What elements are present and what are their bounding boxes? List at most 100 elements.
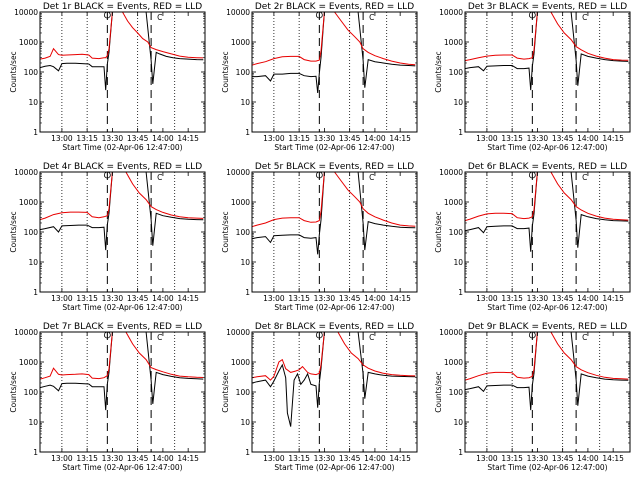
series-lld-line [40,12,204,60]
y-tick-label: 1000 [19,358,38,367]
x-tick-label: 13:00 [476,454,498,463]
x-axis-label: Start Time (02-Apr-06 12:47:00) [274,143,394,152]
y-tick-label: 1000 [231,198,250,207]
x-tick-label: 13:30 [102,454,124,463]
panel-title: Det 3r BLACK = Events, RED = LLD [468,2,627,12]
x-tick-label: 13:30 [314,294,336,303]
x-tick-label: 14:00 [152,294,174,303]
x-tick-label: 13:00 [51,454,73,463]
y-tick-label: 1 [33,288,38,297]
plot-frame [39,331,206,453]
x-axis-label: Start Time (02-Apr-06 12:47:00) [487,143,607,152]
x-tick-label: 14:00 [577,134,599,143]
y-tick-label: 10 [240,258,250,267]
series-events-line [40,12,204,91]
x-tick-label: 13:30 [527,134,549,143]
y-axis-label: Counts/sec [434,371,443,412]
y-axis-label: Counts/sec [434,51,443,92]
x-tick-label: 14:00 [577,454,599,463]
y-axis-label: Counts/sec [221,371,230,412]
y-tick-label: 10000 [14,328,38,337]
y-tick-label: 100 [24,68,39,77]
marker-label: C [369,333,374,342]
panel-title: Det 8r BLACK = Events, RED = LLD [255,322,414,332]
x-tick-label: 14:15 [177,454,199,463]
x-tick-label: 13:15 [76,134,98,143]
x-tick-label: 13:45 [127,294,149,303]
x-tick-label: 13:15 [501,294,523,303]
x-tick-label: 13:15 [501,134,523,143]
y-tick-label: 100 [449,228,464,237]
y-tick-label: 10 [28,258,38,267]
y-tick-label: 10 [28,418,38,427]
x-tick-label: 13:45 [552,294,574,303]
x-tick-label: 13:45 [339,294,361,303]
marker-label: C [582,333,587,342]
x-tick-label: 14:15 [389,454,411,463]
marker-label: C [582,13,587,22]
y-tick-label: 10 [453,98,463,107]
series-lld-line [252,172,416,228]
x-tick-label: 13:15 [501,454,523,463]
panel-title: Det 1r BLACK = Events, RED = LLD [43,2,202,12]
x-tick-label: 13:15 [288,454,310,463]
x-tick-label: 14:00 [152,134,174,143]
series-events-line [465,172,629,252]
x-tick-label: 13:00 [476,294,498,303]
plot-frame [464,171,631,293]
x-tick-label: 13:30 [314,134,336,143]
series-events-line [465,332,629,411]
x-tick-label: 13:45 [127,454,149,463]
x-tick-label: 13:15 [288,294,310,303]
panel-title: Det 9r BLACK = Events, RED = LLD [468,322,627,332]
y-axis-label: Counts/sec [221,211,230,252]
y-axis-label: Counts/sec [9,371,18,412]
y-tick-label: 10000 [14,8,38,17]
x-tick-label: 13:45 [552,454,574,463]
y-tick-label: 10000 [439,168,463,177]
y-tick-label: 10 [453,418,463,427]
x-tick-label: 13:45 [339,454,361,463]
series-events-line [40,332,204,411]
y-tick-label: 10 [240,98,250,107]
x-tick-label: 14:15 [177,134,199,143]
series-lld-line [40,172,204,221]
x-tick-label: 14:15 [177,294,199,303]
x-tick-label: 13:45 [339,134,361,143]
series-events-line [40,172,204,251]
x-tick-label: 14:00 [364,454,386,463]
x-tick-label: 14:00 [152,454,174,463]
marker-label: C [369,173,374,182]
series-events-line [465,12,629,91]
y-tick-label: 10000 [439,328,463,337]
y-tick-label: 1000 [444,198,463,207]
x-tick-label: 13:00 [263,454,285,463]
y-axis-label: Counts/sec [9,211,18,252]
y-tick-label: 100 [236,228,251,237]
x-tick-label: 13:00 [263,294,285,303]
plot-frame [251,11,418,133]
x-tick-label: 14:00 [577,294,599,303]
x-axis-label: Start Time (02-Apr-06 12:47:00) [62,303,182,312]
x-tick-label: 13:30 [527,454,549,463]
y-axis-label: Counts/sec [221,51,230,92]
x-tick-label: 13:30 [102,294,124,303]
y-axis-label: Counts/sec [9,51,18,92]
y-tick-label: 1000 [231,358,250,367]
x-tick-label: 14:00 [364,134,386,143]
marker-label: C [157,333,162,342]
marker-label: C [582,173,587,182]
y-tick-label: 1000 [231,38,250,47]
marker-label: C [157,13,162,22]
x-tick-label: 13:00 [263,134,285,143]
panel-title: Det 5r BLACK = Events, RED = LLD [255,162,414,172]
y-tick-label: 1000 [19,198,38,207]
marker-label: C [369,13,374,22]
y-tick-label: 1000 [19,38,38,47]
